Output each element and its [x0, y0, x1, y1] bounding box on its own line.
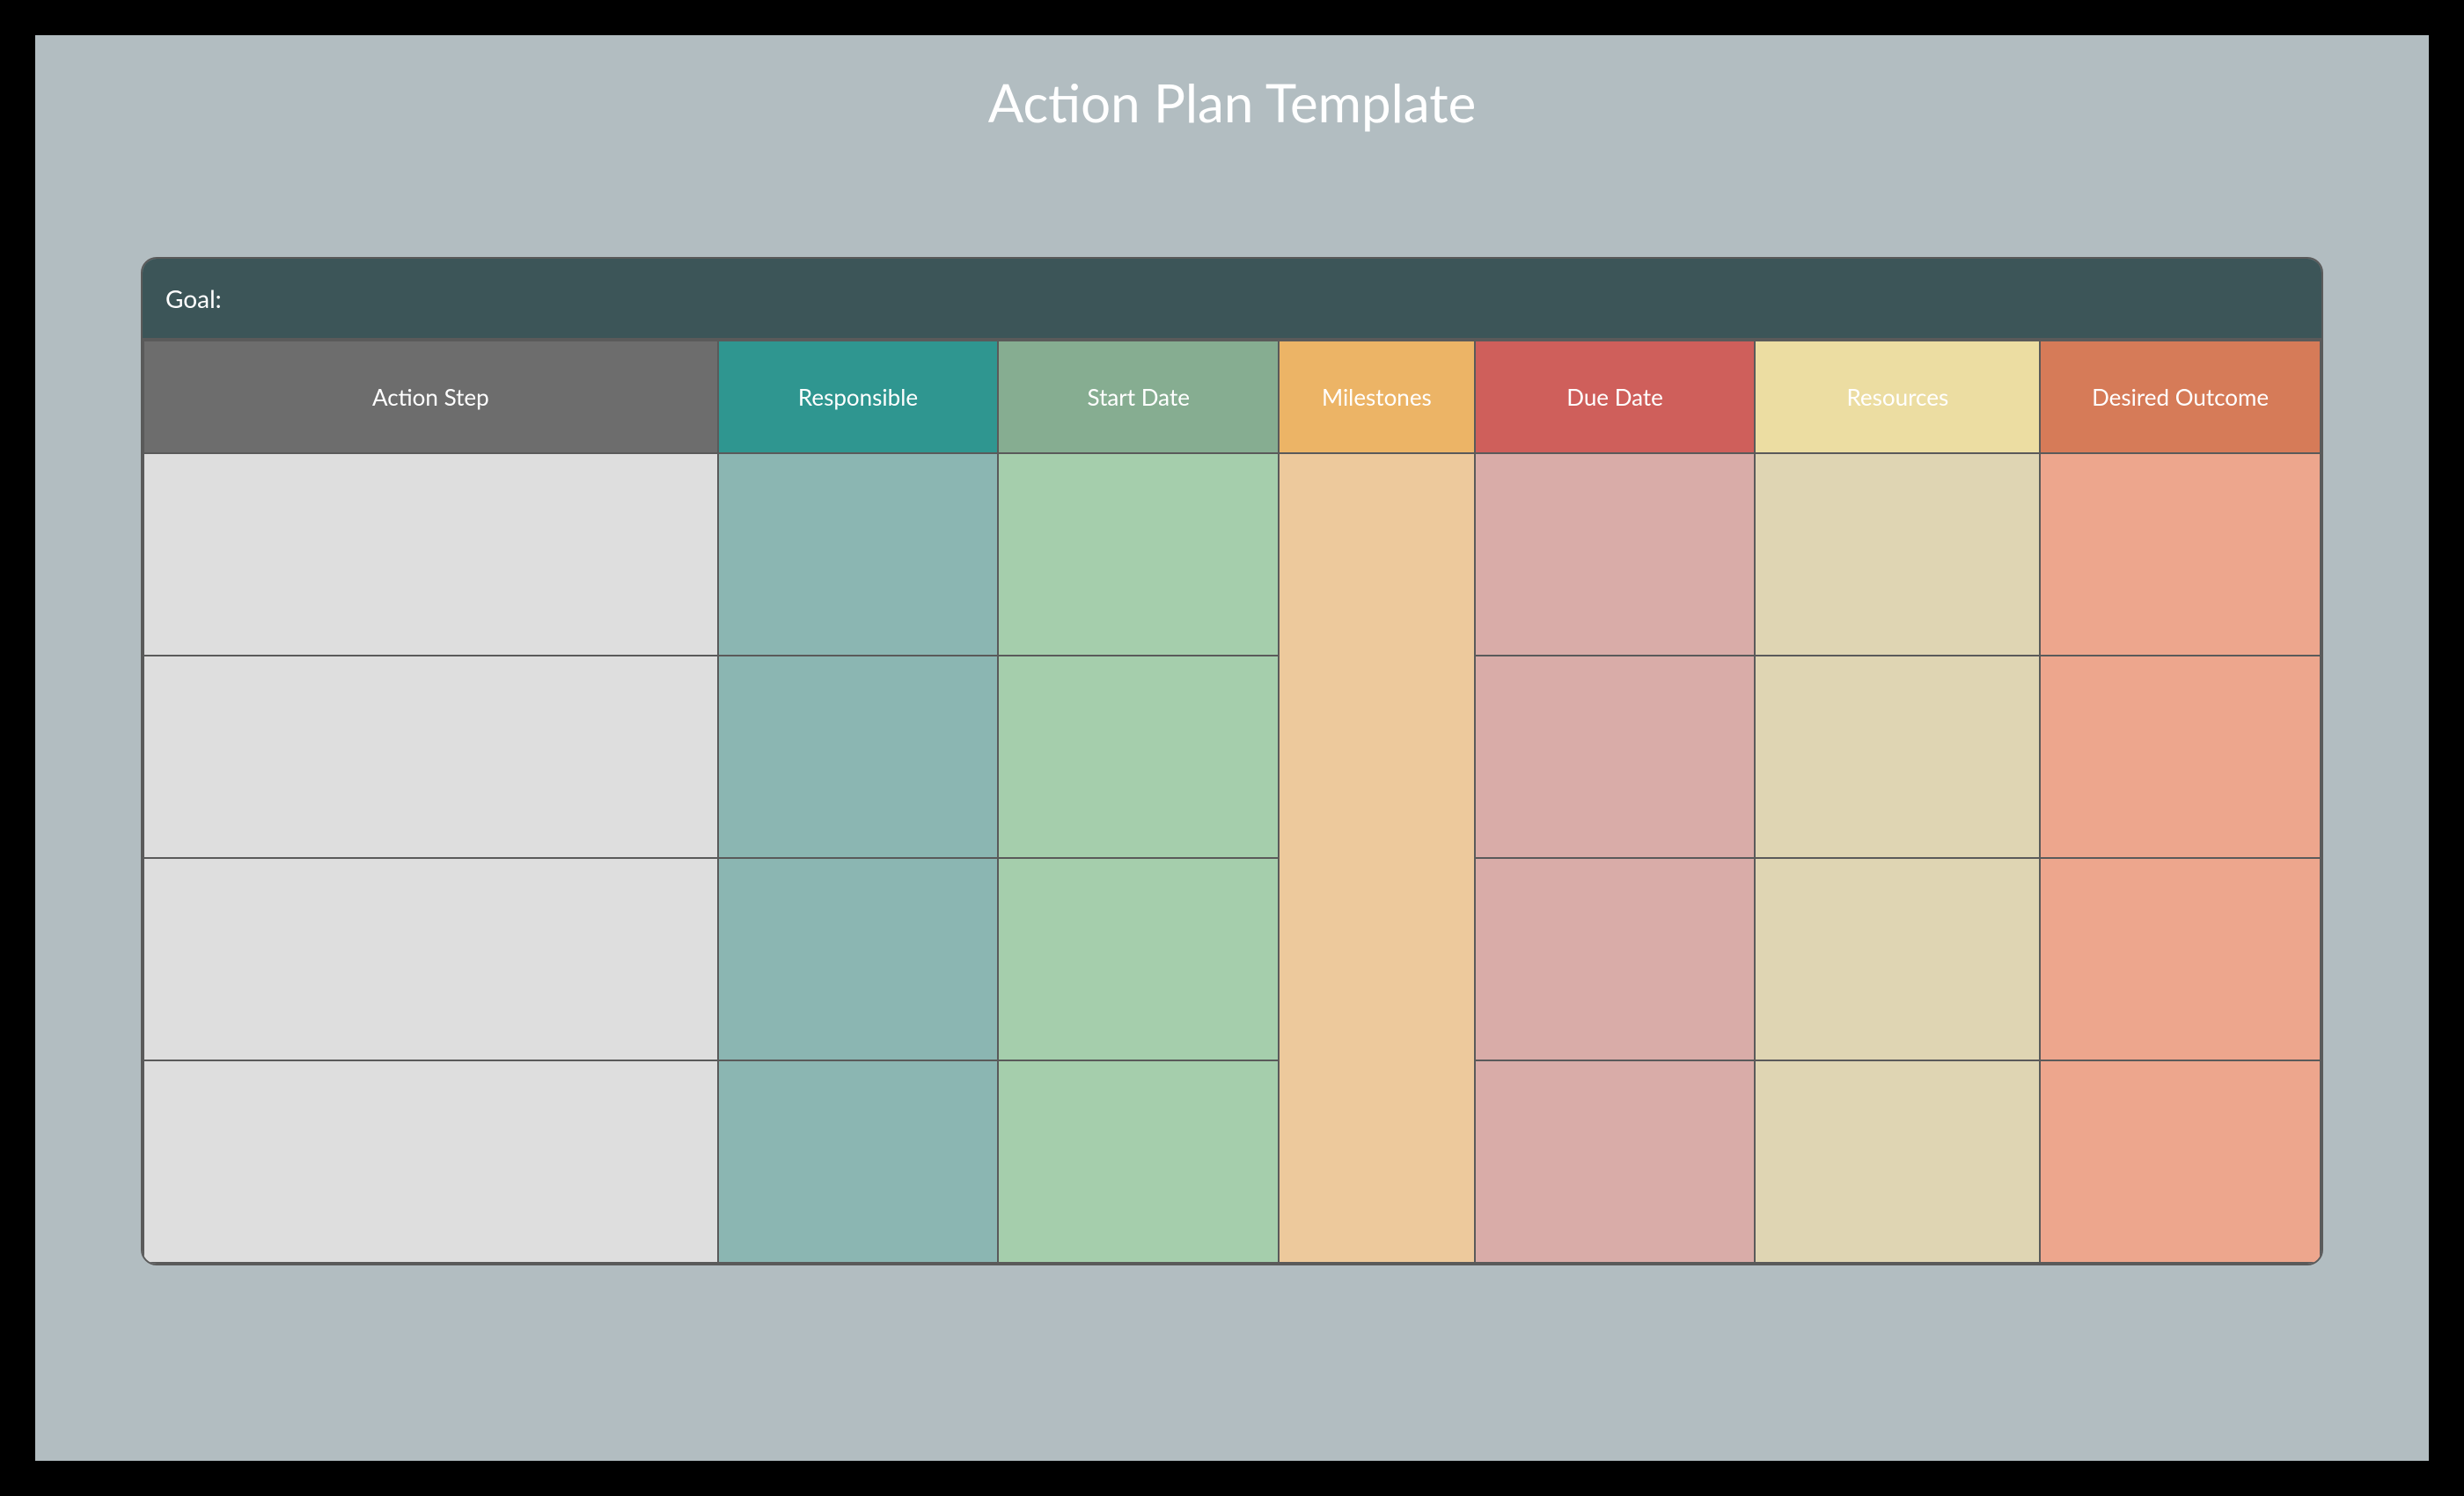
cell: [143, 858, 718, 1060]
cell: [718, 1060, 999, 1263]
cell: [718, 858, 999, 1060]
col-header-2: Start Date: [998, 341, 1279, 453]
page-title: Action Plan Template: [35, 70, 2429, 134]
action-plan-table: Action StepResponsibleStart DateMileston…: [143, 340, 2321, 1264]
cell: [143, 453, 718, 656]
outer-frame: Action Plan Template Goal: Action StepRe…: [0, 0, 2464, 1496]
cell: [1475, 858, 1756, 1060]
table-row: [143, 453, 2321, 656]
cell: [998, 453, 1279, 656]
cell: [2040, 858, 2321, 1060]
cell: [143, 1060, 718, 1263]
col-header-3: Milestones: [1279, 341, 1475, 453]
cell: [1475, 453, 1756, 656]
col-header-6: Desired Outcome: [2040, 341, 2321, 453]
table-row: [143, 656, 2321, 858]
action-plan-table-wrap: Goal: Action StepResponsibleStart DateMi…: [141, 257, 2323, 1265]
cell: [2040, 453, 2321, 656]
cell: [1475, 1060, 1756, 1263]
table-row: [143, 858, 2321, 1060]
col-header-1: Responsible: [718, 341, 999, 453]
cell: [2040, 1060, 2321, 1263]
cell: [998, 1060, 1279, 1263]
cell: [998, 858, 1279, 1060]
col-header-4: Due Date: [1475, 341, 1756, 453]
goal-label: Goal:: [143, 259, 2321, 340]
cell: [718, 453, 999, 656]
cell: [1755, 656, 2040, 858]
col-header-0: Action Step: [143, 341, 718, 453]
cell: [1755, 858, 2040, 1060]
cell-merged-3: [1279, 453, 1475, 1263]
cell: [2040, 656, 2321, 858]
cell: [1755, 1060, 2040, 1263]
canvas: Action Plan Template Goal: Action StepRe…: [35, 35, 2429, 1461]
table-row: [143, 1060, 2321, 1263]
table-header-row: Action StepResponsibleStart DateMileston…: [143, 341, 2321, 453]
cell: [1755, 453, 2040, 656]
cell: [998, 656, 1279, 858]
cell: [1475, 656, 1756, 858]
cell: [143, 656, 718, 858]
col-header-5: Resources: [1755, 341, 2040, 453]
cell: [718, 656, 999, 858]
